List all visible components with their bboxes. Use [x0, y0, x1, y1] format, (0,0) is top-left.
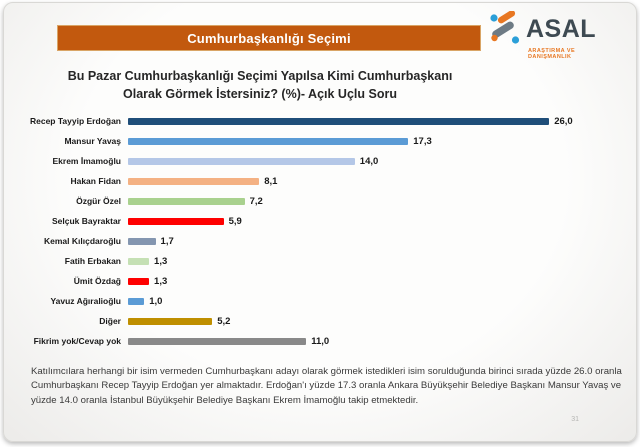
bar: [128, 217, 224, 225]
bar: [128, 337, 307, 345]
bar-track: 5,9: [128, 216, 636, 227]
bar-track: 1,7: [128, 236, 636, 247]
candidate-label: Fatih Erbakan: [64, 256, 121, 266]
candidate-label: Selçuk Bayraktar: [52, 216, 121, 226]
chart-row: Özgür Özel 7,2: [14, 191, 636, 211]
chart-row: Ümit Özdağ 1,3: [14, 271, 636, 291]
value-label: 7,2: [249, 195, 263, 207]
value-label: 11,0: [311, 335, 330, 347]
candidate-label: Mansur Yavaş: [64, 136, 121, 146]
bar-track: 1,3: [128, 256, 636, 267]
chart-row: Fatih Erbakan 1,3: [14, 251, 636, 271]
candidate-label: Kemal Kılıçdaroğlu: [44, 236, 121, 246]
analysis-footer-text: Katılımcılara herhangi bir isim vermeden…: [31, 366, 622, 406]
value-label: 26,0: [554, 115, 573, 127]
bar: [128, 177, 260, 185]
bar-track: 14,0: [128, 156, 636, 167]
value-label: 1,7: [160, 235, 174, 247]
value-label: 1,0: [149, 295, 163, 307]
bar: [128, 317, 213, 325]
candidate-label: Ekrem İmamoğlu: [52, 156, 122, 166]
bar: [128, 297, 145, 305]
value-label: 1,3: [154, 255, 168, 267]
bar-track: 1,3: [128, 276, 636, 287]
slide-page-number: 31: [571, 416, 579, 423]
question-line-1: Bu Pazar Cumhurbaşkanlığı Seçimi Yapılsa…: [67, 69, 453, 83]
bar-track: 11,0: [128, 336, 636, 347]
slide-header-title: Cumhurbaşkanlığı Seçimi: [187, 30, 351, 46]
bar: [128, 237, 156, 245]
chart-row: Kemal Kılıçdaroğlu 1,7: [14, 231, 636, 251]
bar: [128, 197, 245, 205]
bar: [128, 117, 550, 125]
bar-track: 26,0: [128, 116, 636, 127]
chart-question-title: Bu Pazar Cumhurbaşkanlığı Seçimi Yapılsa…: [34, 67, 486, 103]
candidate-label: Özgür Özel: [76, 196, 121, 206]
asal-logo-icon: [490, 11, 520, 44]
bar-track: 5,2: [128, 316, 636, 327]
chart-row: Recep Tayyip Erdoğan 26,0: [14, 111, 636, 131]
bar: [128, 257, 150, 265]
candidate-label: Fikrim yok/Cevap yok: [33, 336, 121, 346]
asal-logo: ASAL ARAŞTIRMA VE DANIŞMANLIK: [488, 11, 618, 60]
chart-row: Fikrim yok/Cevap yok 11,0: [14, 331, 636, 351]
poll-bar-chart: Recep Tayyip Erdoğan 26,0 Mansur Yavaş 17,3…: [14, 111, 636, 351]
value-label: 1,3: [154, 275, 168, 287]
value-label: 8,1: [264, 175, 278, 187]
candidate-label: Hakan Fidan: [70, 176, 121, 186]
question-line-2: Olarak Görmek İstersiniz? (%)- Açık Uçlu…: [123, 87, 397, 102]
candidate-label: Yavuz Ağıralioğlu: [50, 296, 121, 306]
bar: [128, 137, 409, 145]
slide-header-banner: Cumhurbaşkanlığı Seçimi: [57, 25, 481, 51]
slide-background: Cumhurbaşkanlığı Seçimi ASAL ARAŞTIRMA V…: [3, 2, 637, 442]
value-label: 5,2: [217, 315, 231, 327]
bar-track: 17,3: [128, 136, 636, 147]
bar-track: 1,0: [128, 296, 636, 307]
value-label: 5,9: [228, 215, 242, 227]
bar: [128, 157, 355, 165]
candidate-label: Diğer: [99, 316, 121, 326]
chart-row: Ekrem İmamoğlu 14,0: [14, 151, 636, 171]
asal-logo-text: ASAL: [526, 14, 597, 43]
chart-row: Selçuk Bayraktar 5,9: [14, 211, 636, 231]
chart-row: Yavuz Ağıralioğlu 1,0: [14, 291, 636, 311]
chart-row: Hakan Fidan 8,1: [14, 171, 636, 191]
value-label: 14,0: [359, 155, 379, 167]
bar: [128, 277, 150, 285]
value-label: 17,3: [413, 135, 432, 147]
bar-track: 7,2: [128, 196, 636, 207]
chart-row: Diğer 5,2: [14, 311, 636, 331]
bar-track: 8,1: [128, 176, 636, 187]
candidate-label: Recep Tayyip Erdoğan: [29, 116, 121, 126]
chart-row: Mansur Yavaş 17,3: [14, 131, 636, 151]
asal-logo-tagline: ARAŞTIRMA VE DANIŞMANLIK: [528, 48, 576, 60]
candidate-label: Ümit Özdağ: [73, 276, 121, 286]
